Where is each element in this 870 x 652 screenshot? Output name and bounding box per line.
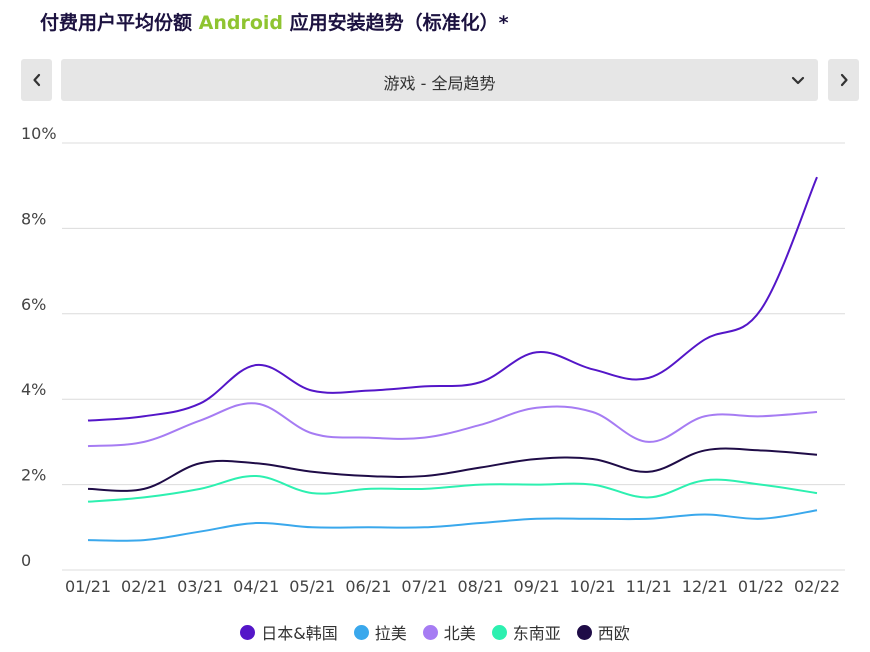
legend-item-1[interactable]: 日本&韩国 [240, 620, 338, 644]
x-tick-label: 12/21 [682, 577, 728, 596]
legend-label: 拉美 [374, 624, 407, 643]
x-tick-label: 11/21 [626, 577, 672, 596]
x-tick-label: 03/21 [177, 577, 223, 596]
chevron-right-icon [840, 73, 848, 87]
legend-label: 北美 [443, 624, 476, 643]
legend-dot [422, 624, 438, 640]
title-highlight: Android [198, 12, 283, 34]
y-tick-label: 10% [21, 124, 57, 143]
x-tick-label: 06/21 [345, 577, 391, 596]
chart-title: 付费用户平均份额 Android 应用安装趋势（标准化）* [40, 8, 509, 35]
x-tick-label: 04/21 [233, 577, 279, 596]
y-tick-label: 8% [21, 209, 46, 228]
y-tick-label: 6% [21, 295, 46, 314]
series-line-1 [87, 176, 818, 422]
x-tick-label: 07/21 [401, 577, 447, 596]
line-chart: 0 2% 4% 6% 8% 10% 01/21 02/21 03/21 04/21 05/21 06/… [21, 124, 845, 596]
x-tick-label: 05/21 [289, 577, 335, 596]
legend-item-4[interactable]: 东南亚 [491, 620, 561, 644]
chevron-left-icon [32, 73, 40, 87]
series-line-3 [87, 402, 818, 448]
legend-dot [240, 624, 256, 640]
x-tick-label: 09/21 [514, 577, 560, 596]
title-prefix: 付费用户平均份额 [40, 12, 199, 34]
legend-item-2[interactable]: 拉美 [353, 620, 407, 644]
dropdown-selected-value: 游戏 - 全局趋势 [383, 74, 496, 93]
legend-item-3[interactable]: 北美 [422, 620, 476, 644]
legend: 日本&韩国 拉美 北美 东南亚 西欧 [0, 620, 870, 644]
x-tick-label: 10/21 [570, 577, 616, 596]
legend-dot [353, 624, 369, 640]
y-tick-label: 2% [21, 466, 46, 485]
y-tick-label: 0 [21, 551, 31, 570]
title-suffix: 应用安装趋势（标准化）* [283, 12, 509, 34]
legend-label: 东南亚 [512, 624, 561, 643]
chevron-down-icon [791, 76, 805, 85]
legend-dot [491, 624, 507, 640]
prev-button[interactable] [21, 59, 52, 101]
legend-item-5[interactable]: 西欧 [576, 620, 630, 644]
x-tick-label: 01/21 [65, 577, 111, 596]
series-line-5 [87, 447, 818, 492]
x-tick-label: 02/21 [121, 577, 167, 596]
legend-label: 日本&韩国 [261, 624, 338, 643]
series-line-4 [87, 475, 818, 503]
series-line-2 [87, 509, 818, 542]
y-tick-label: 4% [21, 380, 46, 399]
next-button[interactable] [828, 59, 859, 101]
x-tick-label: 02/22 [794, 577, 840, 596]
legend-label: 西欧 [597, 624, 630, 643]
category-dropdown[interactable]: 游戏 - 全局趋势 [61, 59, 818, 101]
x-tick-label: 01/22 [738, 577, 784, 596]
x-tick-label: 08/21 [457, 577, 503, 596]
legend-dot [576, 624, 592, 640]
